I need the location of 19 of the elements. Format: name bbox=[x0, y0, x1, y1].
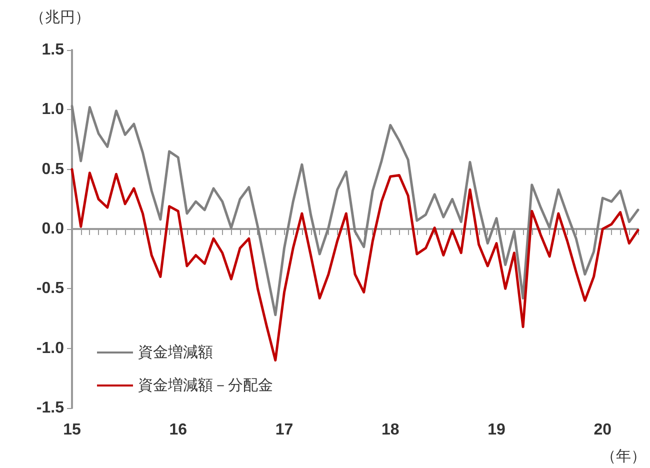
y-tick-label: 1.5 bbox=[42, 42, 64, 58]
y-tick-label: -0.5 bbox=[36, 280, 64, 298]
x-tick-label: 17 bbox=[275, 422, 294, 438]
y-tick-label: 0.5 bbox=[42, 160, 64, 178]
x-axis-title: （年） bbox=[601, 448, 646, 465]
y-tick-label: -1.5 bbox=[36, 400, 64, 416]
x-tick-label: 20 bbox=[594, 422, 612, 438]
y-tick-label: -1.0 bbox=[36, 340, 64, 357]
x-tick-label: 18 bbox=[381, 422, 400, 438]
line-series bbox=[70, 104, 640, 316]
line-series bbox=[70, 168, 640, 362]
x-tick-label: 16 bbox=[169, 422, 188, 438]
legend-label: 資金増減額 bbox=[138, 344, 213, 361]
y-tick-label: 1.0 bbox=[42, 101, 64, 118]
x-tick-label: 15 bbox=[63, 422, 81, 438]
y-tick-label: 0.0 bbox=[42, 220, 64, 238]
y-axis-title: （兆円） bbox=[30, 9, 90, 26]
x-tick-label: 19 bbox=[488, 422, 506, 438]
legend-label: 資金増減額－分配金 bbox=[138, 377, 273, 394]
